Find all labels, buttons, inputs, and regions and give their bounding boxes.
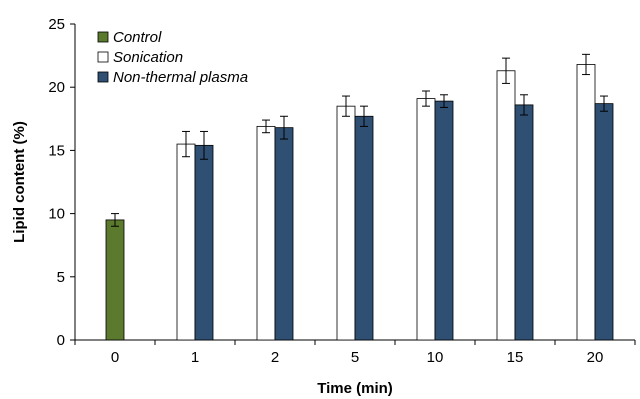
error-bar (111, 213, 119, 227)
legend-swatch (97, 31, 109, 43)
y-tick-label: 20 (48, 79, 65, 96)
bar-sonication-5 (336, 105, 356, 341)
bar-non-thermal-plasma-10 (434, 100, 454, 341)
x-axis-title-text: Time (min) (317, 380, 393, 397)
y-axis-title: Lipid content (%) (11, 121, 28, 243)
bar-non-thermal-plasma-1 (194, 144, 214, 341)
legend-swatch (97, 71, 109, 83)
bar-sonication-15 (496, 70, 516, 341)
bar-non-thermal-plasma-5 (354, 115, 374, 341)
y-axis-title-text: Lipid content (%) (11, 121, 28, 243)
bar-sonication-2 (256, 125, 276, 341)
bar-sonication-10 (416, 98, 436, 341)
error-bar (262, 119, 270, 134)
legend-item: Non-thermal plasma (97, 69, 248, 86)
error-bar (182, 130, 190, 158)
x-tick-label: 2 (271, 349, 279, 366)
bars (105, 64, 614, 341)
bar-sonication-1 (176, 143, 196, 341)
legend-swatch (97, 51, 109, 63)
error-bars (111, 53, 608, 227)
axes (70, 23, 636, 345)
error-bar (600, 95, 608, 112)
error-bar (360, 105, 368, 127)
y-tick-label: 25 (48, 16, 65, 33)
bar-control-0 (105, 219, 125, 341)
y-tick-labels: 0 5 10 15 20 25 (48, 16, 65, 349)
legend-item: Sonication (97, 49, 183, 66)
legend-item: Control (97, 29, 162, 46)
bar-non-thermal-plasma-2 (274, 127, 294, 341)
x-tick-label: 0 (111, 349, 119, 366)
error-bar (502, 57, 510, 84)
bar-non-thermal-plasma-20 (594, 103, 614, 341)
legend-label: Control (113, 29, 162, 46)
x-tick-label: 1 (191, 349, 199, 366)
x-tick-label: 15 (507, 349, 524, 366)
error-bar (440, 94, 448, 108)
bar-sonication-20 (576, 64, 596, 341)
y-tick-label: 10 (48, 206, 65, 223)
error-bar (582, 53, 590, 76)
y-tick-label: 0 (57, 332, 65, 349)
error-bar (422, 90, 430, 107)
y-tick-label: 5 (57, 269, 65, 286)
x-tick-labels: 0 1 2 5 10 15 20 (111, 349, 604, 366)
bar-non-thermal-plasma-15 (514, 104, 534, 341)
legend-label: Sonication (113, 49, 183, 66)
error-bar (520, 94, 528, 116)
error-bar (280, 115, 288, 140)
x-tick-label: 5 (351, 349, 359, 366)
legend: Control Sonication Non-thermal plasma (97, 29, 248, 86)
y-tick-label: 15 (48, 142, 65, 159)
legend-label: Non-thermal plasma (113, 69, 248, 86)
x-axis-title: Time (min) (317, 380, 393, 397)
x-tick-label: 20 (587, 349, 604, 366)
error-bar (200, 130, 208, 160)
x-tick-label: 10 (427, 349, 444, 366)
error-bar (342, 95, 350, 117)
